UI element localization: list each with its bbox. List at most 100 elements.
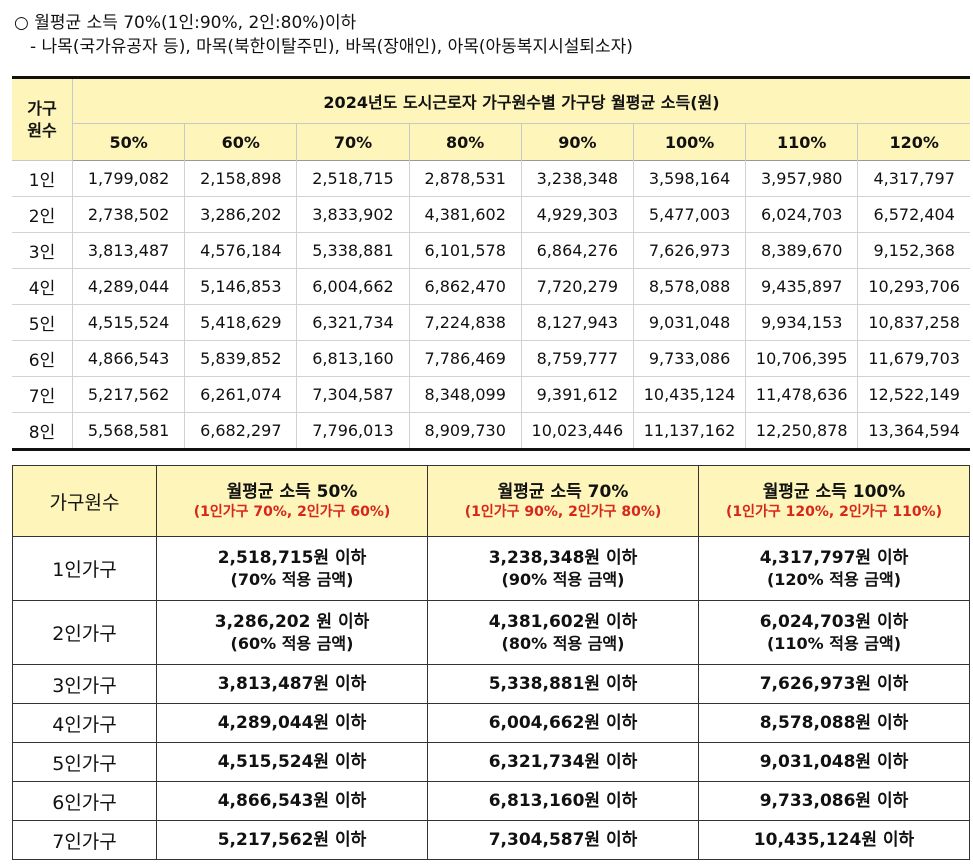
table-row: 3인가구 3,813,487원 이하 5,338,881원 이하 7,626,973원… [12,664,970,704]
household-size-cell: 7인가구 [12,820,157,860]
threshold-cell: 3,286,202 원 이하 (60% 적용 금액) [156,600,428,665]
threshold-amount: 4,381,602원 이하 [488,612,638,633]
income-value-cell: 8,578,088 [632,268,746,305]
income-value-cell: 10,837,258 [857,304,970,341]
income-value-cell: 3,286,202 [184,196,297,233]
income-value-cell: 3,238,348 [520,160,634,197]
income-value-cell: 4,317,797 [857,160,970,197]
income-value-cell: 6,572,404 [857,196,970,233]
threshold-cell: 6,813,160원 이하 [427,781,699,821]
income-value-cell: 1,799,082 [71,160,185,197]
table-row: 5인가구 4,515,524원 이하 6,321,734원 이하 9,031,048원… [12,742,970,782]
percent-header: 100% [632,123,746,161]
threshold-amount: 9,733,086원 이하 [759,790,909,811]
threshold-cell: 9,031,048원 이하 [698,742,970,782]
threshold-note: (70% 적용 금액) [230,569,354,589]
threshold-cell: 5,338,881원 이하 [427,664,699,704]
threshold-cell: 4,381,602원 이하 (80% 적용 금액) [427,600,699,665]
threshold-amount: 7,626,973원 이하 [759,673,909,694]
income-value-cell: 10,706,395 [745,340,858,377]
threshold-cell: 3,238,348원 이하 (90% 적용 금액) [427,536,699,601]
income-value-cell: 9,031,048 [632,304,746,341]
income-value-cell: 6,862,470 [408,268,522,305]
income-value-cell: 5,477,003 [632,196,746,233]
income-value-cell: 4,576,184 [184,232,297,269]
income-table: 가구 원수 2024년도 도시근로자 가구원수별 가구당 월평균 소득(원) 50… [12,76,970,451]
income-value-cell: 7,796,013 [296,412,410,450]
column-title: 월평균 소득 70% [497,481,629,502]
income-value-cell: 10,023,446 [520,412,634,450]
threshold-cell: 8,578,088원 이하 [698,703,970,743]
table-row: 2인 2,738,502 3,286,202 3,833,902 4,381,602 4,… [12,196,970,233]
income-value-cell: 8,348,099 [408,376,522,413]
table-row: 4인 4,289,044 5,146,853 6,004,662 6,862,470 7,… [12,268,970,305]
income-value-cell: 5,839,852 [184,340,297,377]
threshold-amount: 9,031,048원 이하 [759,751,909,772]
household-size-cell: 5인 [12,304,73,341]
household-size-cell: 5인가구 [12,742,157,782]
income-value-cell: 6,813,160 [296,340,410,377]
table-row: 7인가구 5,217,562원 이하 7,304,587원 이하 10,435,124… [12,820,970,860]
income-value-cell: 13,364,594 [857,412,970,450]
threshold-cell: 3,813,487원 이하 [156,664,428,704]
threshold-cell: 4,317,797원 이하 (120% 적용 금액) [698,536,970,601]
household-size-cell: 6인 [12,340,73,377]
threshold-amount: 4,317,797원 이하 [759,548,909,569]
threshold-amount: 3,238,348원 이하 [488,548,638,569]
threshold-amount: 6,004,662원 이하 [488,712,638,733]
threshold-amount: 3,286,202 원 이하 [214,612,370,633]
table-row: 4인가구 4,289,044원 이하 6,004,662원 이하 8,578,088원… [12,703,970,743]
column-subtitle: (1인가구 70%, 2인가구 60%) [193,503,391,520]
column-title: 월평균 소득 100% [762,481,906,502]
income-value-cell: 6,321,734 [296,304,410,341]
threshold-amount: 3,813,487원 이하 [217,673,367,694]
table-row: 1인 1,799,082 2,158,898 2,518,715 2,878,531 3,… [12,160,970,197]
income-value-cell: 5,418,629 [184,304,297,341]
income-value-cell: 8,909,730 [408,412,522,450]
threshold-amount: 2,518,715원 이하 [217,548,367,569]
criteria-subline: - 나목(국가유공자 등), 마목(북한이탈주민), 바목(장애인), 아목(아… [30,37,633,57]
threshold-amount: 10,435,124원 이하 [753,829,915,850]
income-value-cell: 6,682,297 [184,412,297,450]
income-value-cell: 4,515,524 [71,304,185,341]
income-table-title: 2024년도 도시근로자 가구원수별 가구당 월평균 소득(원) [72,77,970,124]
income-value-cell: 11,137,162 [632,412,746,450]
household-size-cell: 2인 [12,196,73,233]
income-value-cell: 11,679,703 [857,340,970,377]
income-value-cell: 6,024,703 [745,196,858,233]
threshold-cell: 4,515,524원 이하 [156,742,428,782]
threshold-amount: 6,024,703원 이하 [759,612,909,633]
table-row: 1인가구 2,518,715원 이하 (70% 적용 금액) 3,238,348원 이… [12,536,970,601]
income-value-cell: 3,957,980 [745,160,858,197]
income-value-cell: 6,864,276 [520,232,634,269]
income-value-cell: 5,146,853 [184,268,297,305]
threshold-note: (80% 적용 금액) [501,633,625,653]
threshold-note: (120% 적용 금액) [766,569,902,589]
household-size-cell: 1인 [12,160,73,197]
income-value-cell: 2,158,898 [184,160,297,197]
percent-header: 80% [408,123,522,161]
income-value-cell: 8,389,670 [745,232,858,269]
income-value-cell: 7,224,838 [408,304,522,341]
threshold-amount: 7,304,587원 이하 [488,829,638,850]
income-value-cell: 7,786,469 [408,340,522,377]
threshold-cell: 4,289,044원 이하 [156,703,428,743]
threshold-cell: 6,004,662원 이하 [427,703,699,743]
threshold-amount: 6,813,160원 이하 [488,790,638,811]
income-value-cell: 4,866,543 [71,340,185,377]
household-size-cell: 4인가구 [12,703,157,743]
column-subtitle: (1인가구 120%, 2인가구 110%) [725,503,942,520]
table-row: 3인 3,813,487 4,576,184 5,338,881 6,101,578 6,… [12,232,970,269]
income-value-cell: 5,338,881 [296,232,410,269]
income-value-cell: 8,759,777 [520,340,634,377]
table-row: 7인 5,217,562 6,261,074 7,304,587 8,348,099 9,… [12,376,970,413]
income-value-cell: 12,250,878 [745,412,858,450]
income-value-cell: 4,381,602 [408,196,522,233]
threshold-amount: 5,338,881원 이하 [488,673,638,694]
threshold-amount: 4,289,044원 이하 [217,712,367,733]
threshold-cell: 4,866,543원 이하 [156,781,428,821]
household-size-cell: 8인 [12,412,73,450]
income-value-cell: 7,626,973 [632,232,746,269]
threshold-cell: 9,733,086원 이하 [698,781,970,821]
